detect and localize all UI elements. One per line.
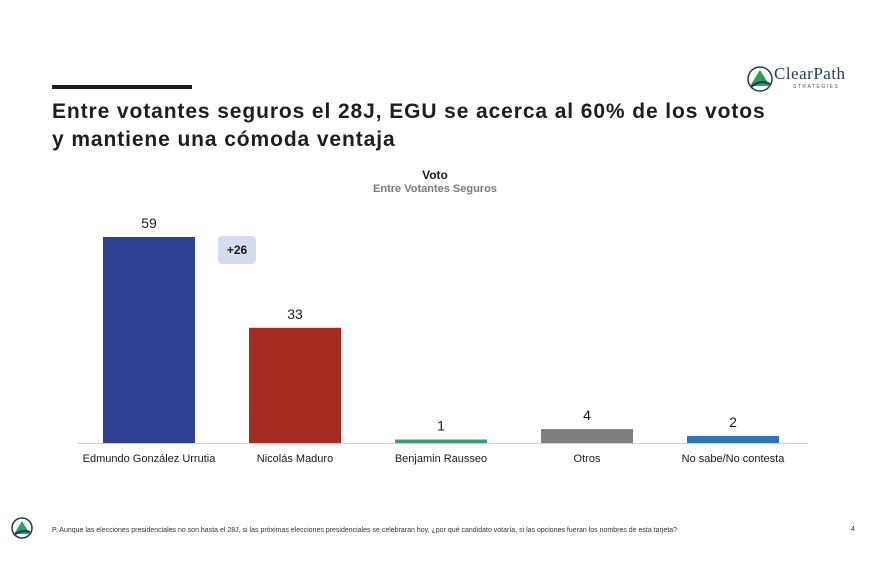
category-label-2: Benjamin Rausseo — [395, 453, 487, 465]
lead-margin-badge: +26 — [218, 236, 256, 264]
clearpath-logo: ClearPath STRATEGIES — [746, 62, 864, 96]
title-rule — [52, 85, 192, 89]
bar-value-label-3: 4 — [583, 407, 591, 423]
chart-title: Voto — [422, 168, 448, 182]
footer-logo-icon — [11, 517, 33, 539]
survey-question-footnote: P. Aunque las elecciones presidenciales … — [52, 527, 678, 534]
bar-value-label-4: 2 — [729, 414, 737, 430]
chart-subtitle: Entre Votantes Seguros — [373, 183, 497, 195]
clearpath-mountain-icon — [747, 66, 773, 92]
category-label-0: Edmundo González Urrutia — [83, 453, 217, 465]
bar-0 — [103, 237, 195, 443]
bar-value-label-0: 59 — [141, 215, 157, 231]
logo-name: ClearPath — [774, 64, 846, 83]
category-label-4: No sabe/No contesta — [682, 453, 786, 465]
bar-4 — [687, 436, 779, 443]
bar-1 — [249, 327, 341, 443]
bar-value-label-2: 1 — [437, 418, 445, 434]
category-label-1: Nicolás Maduro — [257, 453, 333, 465]
bar-2 — [395, 439, 487, 443]
page-title: Entre votantes seguros el 28J, EGU se ac… — [52, 100, 766, 151]
logo-subtitle: STRATEGIES — [793, 84, 840, 90]
vote-bar-chart: 59 Edmundo González Urrutia 33 Nicolás Madu… — [78, 215, 808, 465]
bar-3 — [541, 429, 633, 443]
category-label-3: Otros — [574, 453, 601, 465]
page-number: 4 — [851, 526, 855, 533]
bar-value-label-1: 33 — [287, 306, 303, 322]
